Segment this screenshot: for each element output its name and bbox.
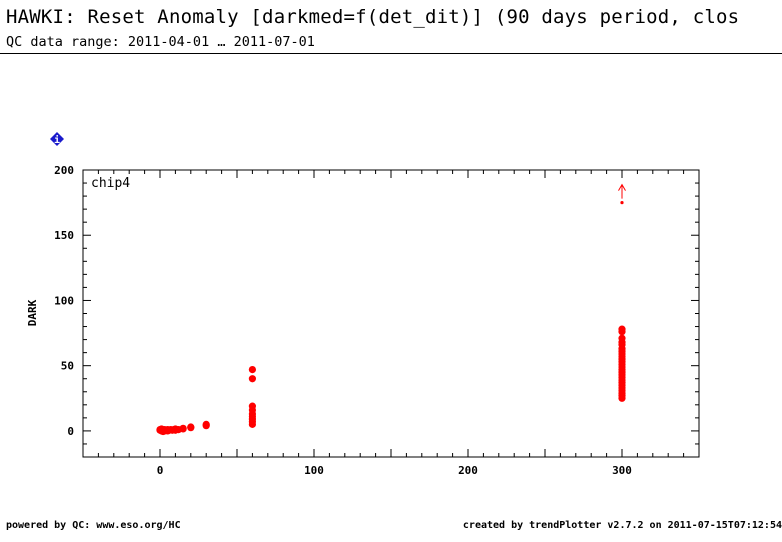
data-point [187,423,195,431]
data-point [248,375,256,383]
plot-frame [82,169,700,458]
x-tick-label: 0 [157,464,164,477]
data-point [179,424,187,432]
data-points [156,325,626,436]
info-badge-label: i [54,134,60,146]
x-tick-label: 200 [458,464,478,477]
outlier-arrow [618,183,626,205]
y-axis-label: DARK [26,299,39,326]
tick-labels: 0 100 200 300 0 50 100 150 200 [54,164,632,477]
data-point [248,420,256,428]
axis-ticks [82,169,700,458]
page-title: HAWKI: Reset Anomaly [darkmed=f(det_dit)… [6,6,740,28]
y-tick-label: 100 [54,294,74,307]
data-point [618,394,626,402]
data-point [618,328,626,336]
x-tick-label: 100 [304,464,324,477]
x-tick-label: 300 [612,464,632,477]
y-tick-label: 150 [54,229,74,242]
page-subtitle: QC data range: 2011-04-01 … 2011-07-01 [6,34,315,50]
y-tick-label: 50 [61,360,74,373]
y-tick-label: 0 [67,425,74,438]
footer-created-by: created by trendPlotter v2.7.2 on 2011-0… [462,520,782,531]
outlier-arrow-head [618,183,626,191]
y-tick-label: 200 [54,164,74,177]
info-diamond-icon [50,132,64,146]
data-point [202,420,210,428]
header-divider [0,53,782,54]
data-point [248,365,256,374]
info-badge[interactable]: i [50,132,64,146]
footer-powered-by: powered by QC: www.eso.org/HC [6,520,181,531]
panel-label: chip4 [91,176,130,191]
outlier-point [620,201,624,205]
